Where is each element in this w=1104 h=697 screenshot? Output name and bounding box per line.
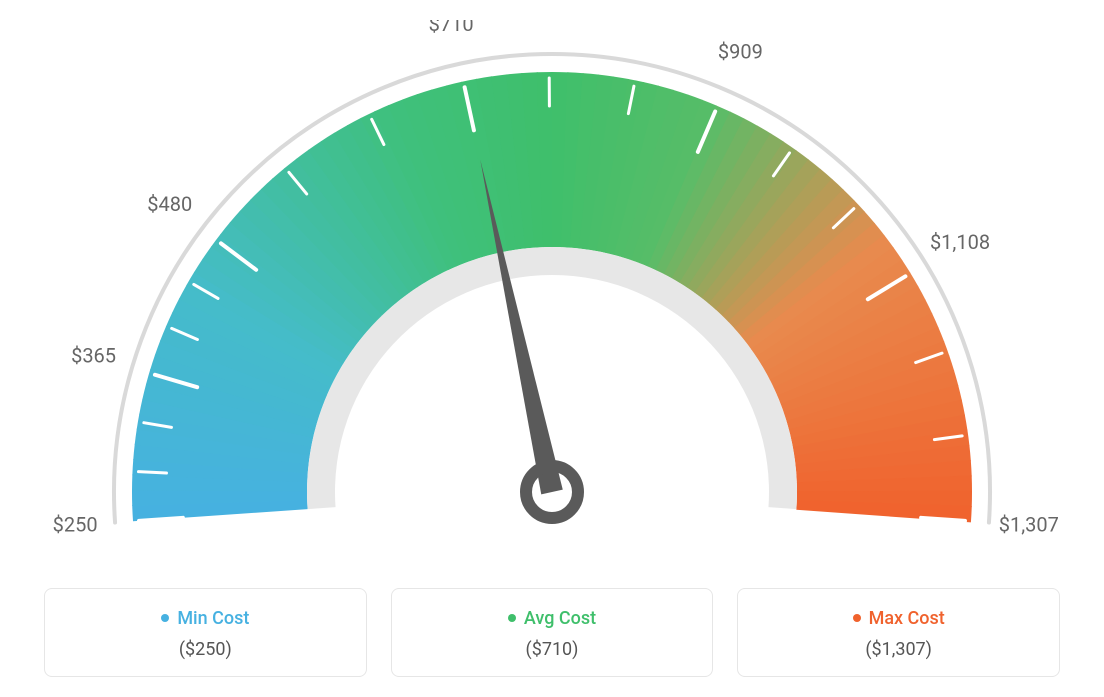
legend-title-max-text: Max Cost: [869, 608, 945, 629]
legend-value-min: ($250): [57, 639, 354, 660]
legend-title-min-text: Min Cost: [177, 608, 249, 629]
gauge-tick-label: $250: [53, 512, 98, 536]
cost-gauge-chart: $250 $365 $480 $710 $909 $1,108 $1,307 Min Cos…: [20, 20, 1084, 677]
legend-title-min: Min Cost: [161, 608, 249, 629]
legend-value-max: ($1,307): [750, 639, 1047, 660]
gauge-tick-label: $1,307: [999, 512, 1059, 536]
legend-value-avg: ($710): [404, 639, 701, 660]
gauge-tick-label: $480: [147, 192, 192, 216]
gauge-tick-label: $710: [429, 20, 474, 36]
gauge-tick-label: $1,108: [930, 230, 990, 254]
gauge-svg-wrap: $250 $365 $480 $710 $909 $1,108 $1,307: [20, 20, 1084, 560]
legend-title-avg-text: Avg Cost: [524, 608, 596, 629]
legend-dot-avg: [508, 614, 516, 622]
legend-title-avg: Avg Cost: [508, 608, 596, 629]
gauge-svg: $250 $365 $480 $710 $909 $1,108 $1,307: [20, 20, 1084, 560]
gauge-tick-label: $909: [718, 40, 763, 64]
legend-dot-max: [853, 614, 861, 622]
legend-dot-min: [161, 614, 169, 622]
legend-card-avg: Avg Cost ($710): [391, 588, 714, 677]
gauge-tick-label: $365: [71, 344, 116, 368]
legend-card-max: Max Cost ($1,307): [737, 588, 1060, 677]
legend-title-max: Max Cost: [853, 608, 945, 629]
legend-card-min: Min Cost ($250): [44, 588, 367, 677]
legend-row: Min Cost ($250) Avg Cost ($710) Max Cost…: [20, 588, 1084, 677]
